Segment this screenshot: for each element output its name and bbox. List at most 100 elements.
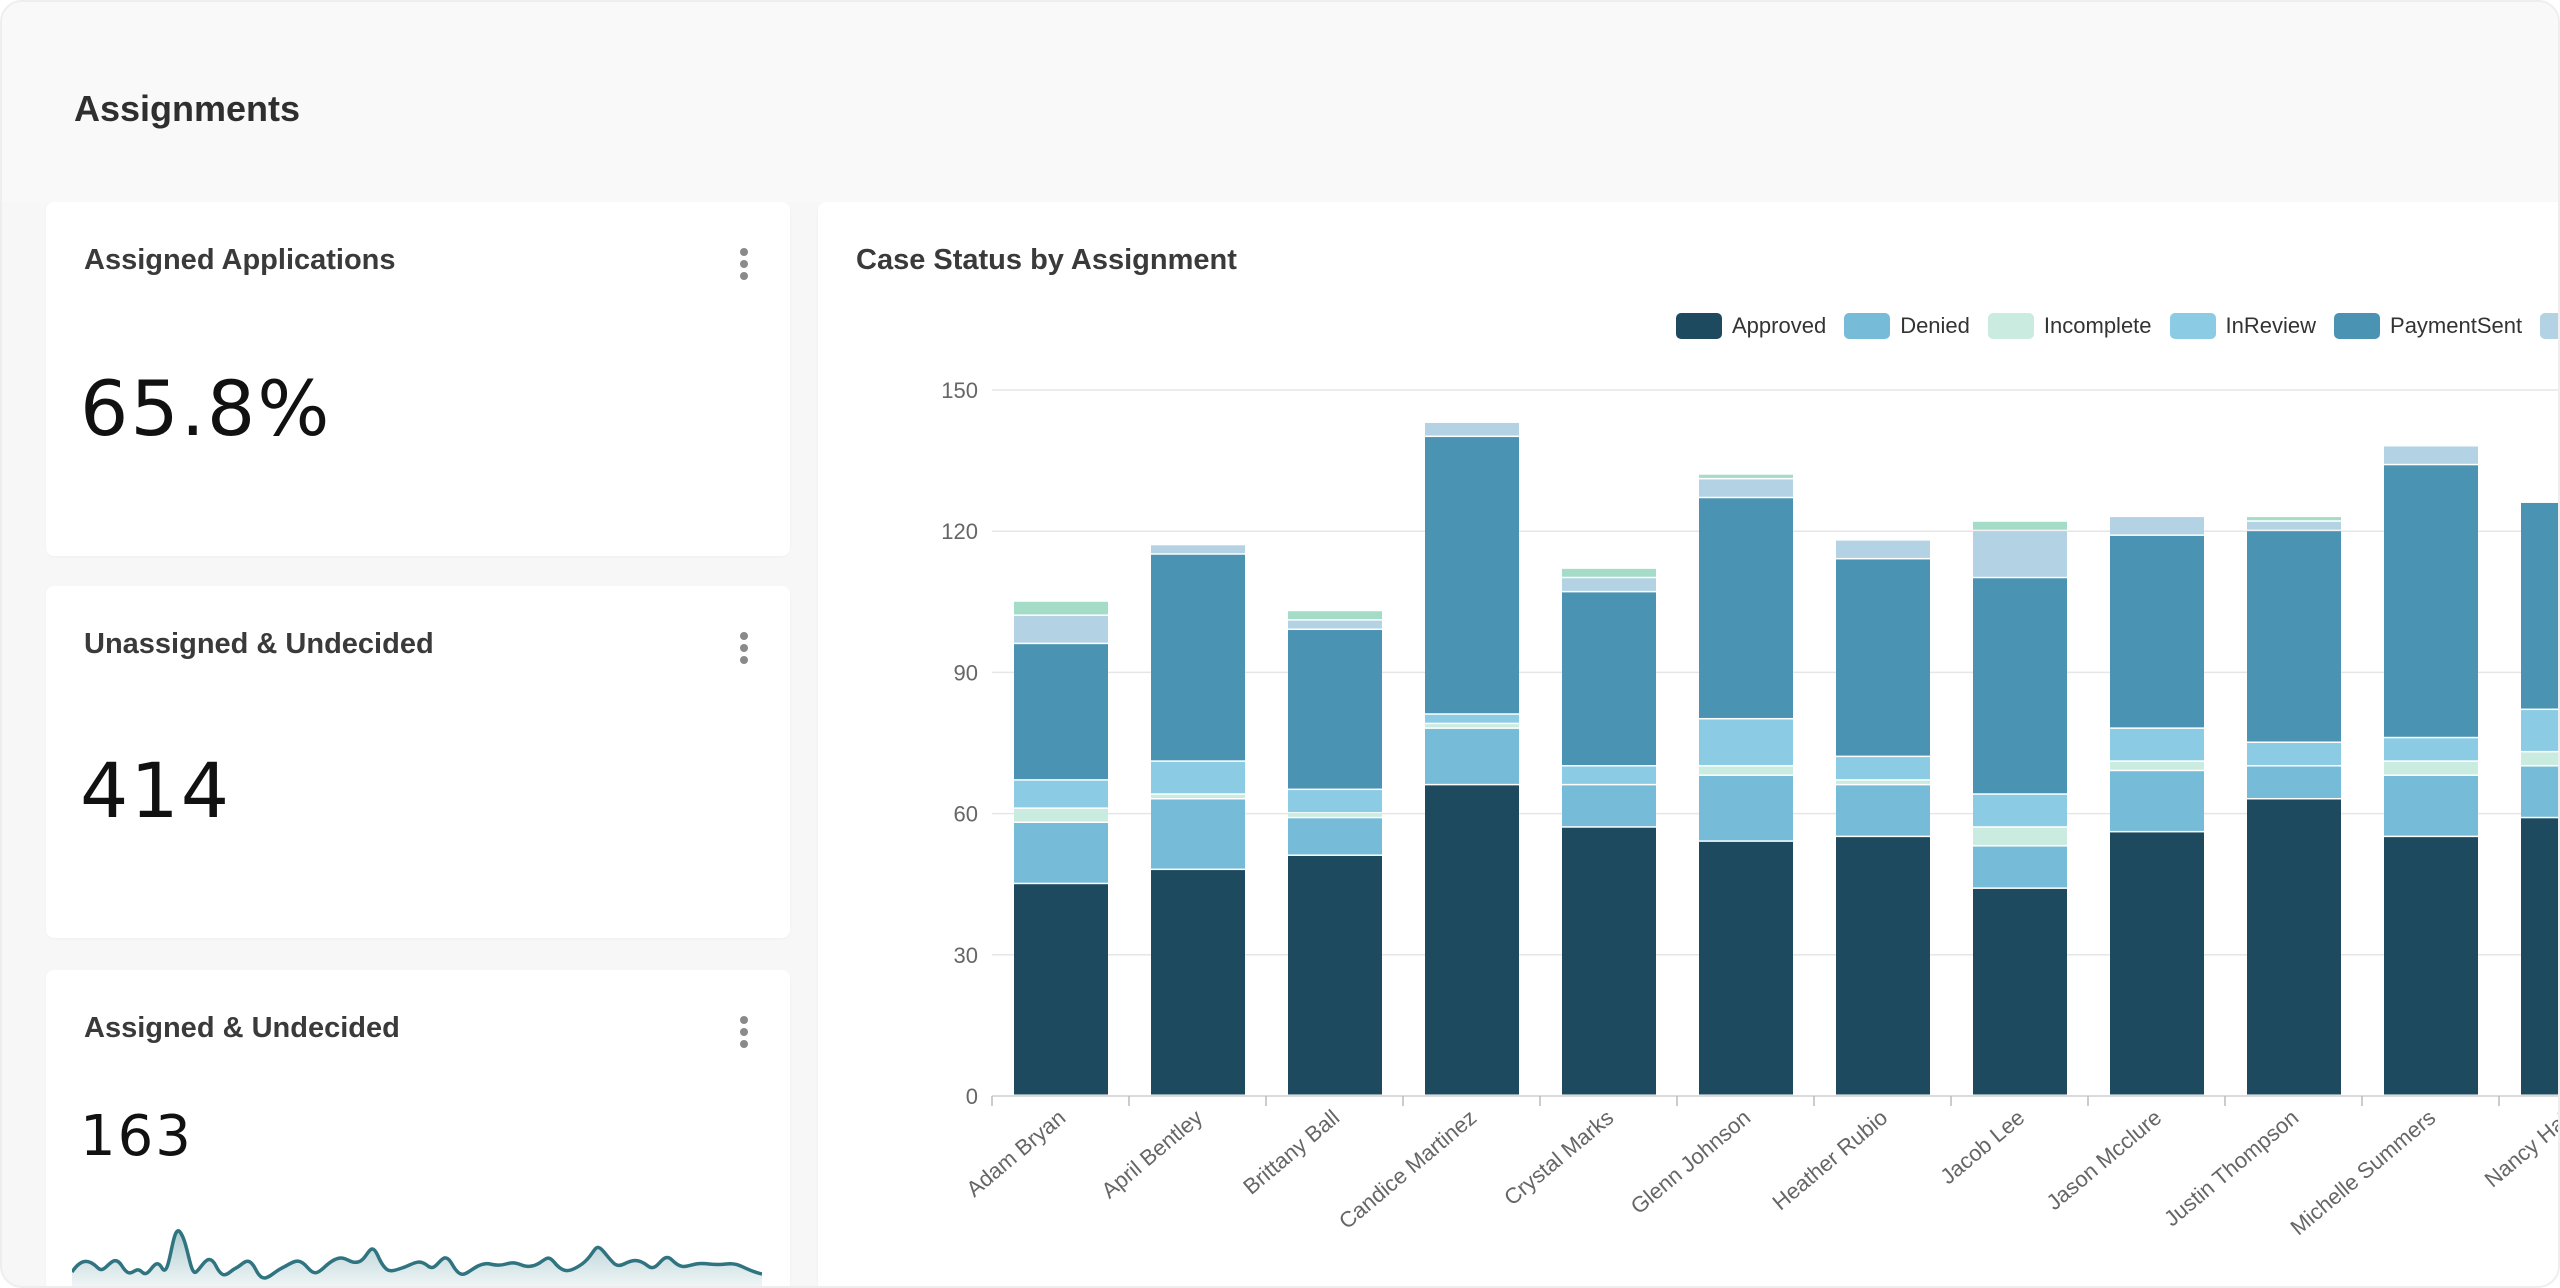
bar-segment[interactable]	[1014, 884, 1108, 1095]
legend-item[interactable]	[2540, 313, 2558, 339]
bar-segment[interactable]	[2110, 761, 2204, 770]
legend-item[interactable]: PaymentSent	[2334, 313, 2522, 339]
kpi-value: 65.8%	[80, 364, 332, 453]
bar-segment[interactable]	[1288, 818, 1382, 855]
legend-swatch	[1844, 313, 1891, 339]
legend-item[interactable]: InReview	[2169, 313, 2317, 339]
legend-swatch	[2540, 313, 2558, 339]
legend-swatch	[1987, 313, 2034, 339]
bar-segment[interactable]	[1836, 837, 1930, 1095]
bar-segment[interactable]	[1562, 578, 1656, 591]
bar-segment[interactable]	[1699, 498, 1793, 718]
bar-segment[interactable]	[1288, 630, 1382, 789]
bar-segment[interactable]	[1699, 719, 1793, 766]
bar-segment[interactable]	[1014, 601, 1108, 615]
bar-segment[interactable]	[1973, 794, 2067, 827]
kebab-menu-icon[interactable]	[734, 244, 754, 284]
bar-segment[interactable]	[2521, 710, 2560, 751]
legend-label: InReview	[2225, 313, 2317, 338]
bar-segment[interactable]	[1425, 437, 1519, 714]
legend-item[interactable]: Denied	[1844, 313, 1970, 339]
bar-segment[interactable]	[1973, 888, 2067, 1095]
kpi-value: 414	[80, 746, 232, 835]
legend-label: PaymentSent	[2390, 313, 2523, 338]
bar-segment[interactable]	[2384, 837, 2478, 1095]
card-unassigned-undecided: Unassigned & Undecided 414	[46, 586, 790, 938]
bar-segment[interactable]	[1836, 780, 1930, 784]
bar-segment[interactable]	[1288, 855, 1382, 1095]
sparkline-chart	[72, 1229, 762, 1286]
bar-segment[interactable]	[2110, 728, 2204, 761]
bar-segment[interactable]	[2247, 521, 2341, 530]
kebab-menu-icon[interactable]	[734, 628, 754, 668]
bar-segment[interactable]	[1014, 808, 1108, 822]
bar-segment[interactable]	[1151, 554, 1245, 761]
bar-segment[interactable]	[1973, 531, 2067, 577]
card-title: Unassigned & Undecided	[84, 628, 434, 660]
bar-segment[interactable]	[2247, 743, 2341, 766]
bar-segment[interactable]	[1425, 785, 1519, 1095]
page-title: Assignments	[74, 88, 301, 129]
bar-segment[interactable]	[2521, 502, 2560, 709]
bar-segment[interactable]	[1288, 620, 1382, 629]
bar-segment[interactable]	[1425, 728, 1519, 784]
bar-segment[interactable]	[1288, 813, 1382, 817]
kebab-menu-icon[interactable]	[734, 1012, 754, 1052]
bar-segment[interactable]	[1151, 545, 1245, 554]
bar-segment[interactable]	[1973, 846, 2067, 888]
bar-segment[interactable]	[2521, 766, 2560, 817]
bar-segment[interactable]	[1014, 780, 1108, 808]
legend-swatch	[1676, 313, 1722, 339]
bar-segment[interactable]	[1699, 474, 1793, 478]
bar-segment[interactable]	[2110, 535, 2204, 728]
bar-segment[interactable]	[1973, 578, 2067, 794]
bar-segment[interactable]	[1151, 761, 1245, 794]
page-header: Assignments	[2, 2, 2558, 202]
bar-segment[interactable]	[1562, 827, 1656, 1095]
bar-segment[interactable]	[1836, 785, 1930, 836]
bar-segment[interactable]	[1562, 785, 1656, 827]
bar-segment[interactable]	[1699, 766, 1793, 775]
bar-segment[interactable]	[1973, 521, 2067, 530]
bar-segment[interactable]	[2384, 446, 2478, 464]
bar-segment[interactable]	[1699, 775, 1793, 841]
bar-segment[interactable]	[2384, 775, 2478, 836]
bar-segment[interactable]	[2247, 766, 2341, 798]
bar-segment[interactable]	[1562, 568, 1656, 577]
bar-segment[interactable]	[2384, 761, 2478, 775]
bar-segment[interactable]	[2384, 465, 2478, 737]
bar-segment[interactable]	[2384, 738, 2478, 761]
bar-segment[interactable]	[2521, 818, 2560, 1095]
bar-segment[interactable]	[2247, 517, 2341, 521]
bar-segment[interactable]	[2247, 531, 2341, 742]
bar-segment[interactable]	[1014, 615, 1108, 643]
sparkline-area	[72, 1230, 762, 1286]
bar-segment[interactable]	[2110, 517, 2204, 535]
bar-segment[interactable]	[2521, 752, 2560, 766]
bar-segment[interactable]	[1288, 790, 1382, 813]
bar-segment[interactable]	[1699, 479, 1793, 497]
bar-segment[interactable]	[1425, 714, 1519, 723]
bar-segment[interactable]	[1288, 611, 1382, 620]
bar-segment[interactable]	[1836, 559, 1930, 756]
bar-segment[interactable]	[1836, 757, 1930, 780]
bar-segment[interactable]	[2110, 771, 2204, 831]
card-assigned-applications: Assigned Applications 65.8%	[46, 202, 790, 556]
bar-segment[interactable]	[2110, 832, 2204, 1095]
bar-segment[interactable]	[1014, 644, 1108, 780]
legend-item[interactable]: Incomplete	[1987, 313, 2152, 339]
bar-segment[interactable]	[1151, 794, 1245, 798]
bar-segment[interactable]	[1151, 799, 1245, 869]
bar-segment[interactable]	[2247, 799, 2341, 1095]
bar-segment[interactable]	[1562, 592, 1656, 766]
bar-segment[interactable]	[1973, 827, 2067, 846]
bar-segment[interactable]	[1425, 422, 1519, 436]
bar-segment[interactable]	[1425, 724, 1519, 728]
legend-swatch	[2169, 313, 2216, 339]
bar-segment[interactable]	[1836, 540, 1930, 558]
bar-segment[interactable]	[1699, 841, 1793, 1095]
bar-segment[interactable]	[1151, 870, 1245, 1095]
bar-segment[interactable]	[1014, 823, 1108, 883]
bar-segment[interactable]	[1562, 766, 1656, 784]
legend-item[interactable]: Approved	[1676, 313, 1826, 339]
